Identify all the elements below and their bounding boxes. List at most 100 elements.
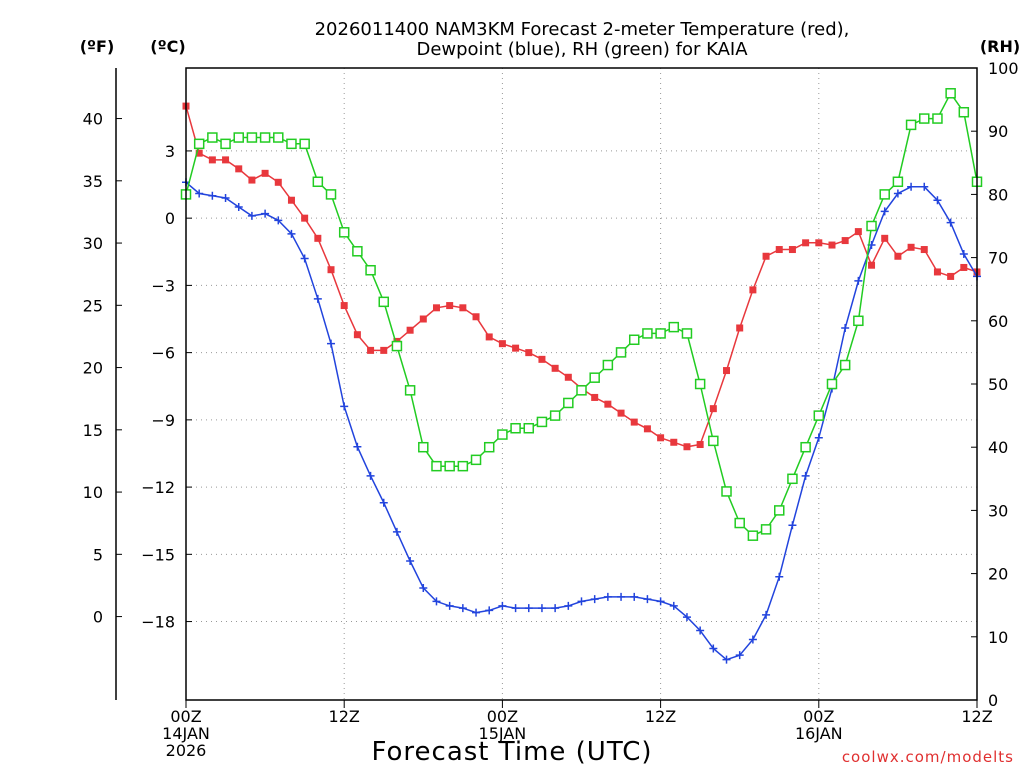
data-point bbox=[418, 441, 429, 453]
data-point bbox=[723, 367, 731, 375]
rh-tick-label: 20 bbox=[988, 565, 1008, 584]
data-point bbox=[525, 349, 533, 357]
data-point bbox=[419, 315, 427, 323]
data-point bbox=[380, 346, 388, 354]
data-point bbox=[366, 471, 375, 480]
data-point bbox=[432, 304, 440, 312]
data-point bbox=[325, 189, 337, 200]
data-point bbox=[683, 443, 691, 451]
data-point bbox=[736, 324, 744, 332]
data-point bbox=[563, 397, 574, 409]
data-point bbox=[353, 442, 362, 451]
celsius-tick-label: −18 bbox=[141, 613, 175, 632]
data-point bbox=[498, 601, 507, 610]
data-point bbox=[630, 592, 639, 601]
data-point bbox=[630, 418, 638, 426]
data-point bbox=[274, 216, 283, 225]
data-point bbox=[760, 524, 772, 535]
rh-tick-label: 10 bbox=[988, 628, 1008, 647]
data-point bbox=[378, 296, 389, 308]
data-point bbox=[576, 385, 587, 396]
data-point bbox=[748, 635, 757, 644]
data-point bbox=[233, 132, 244, 143]
data-point bbox=[893, 189, 902, 198]
data-point bbox=[193, 138, 205, 150]
data-point bbox=[946, 218, 955, 227]
data-point bbox=[367, 346, 375, 354]
data-point bbox=[788, 246, 796, 254]
data-point bbox=[379, 498, 388, 507]
fahrenheit-tick-label: 0 bbox=[93, 608, 103, 627]
data-point bbox=[207, 132, 218, 143]
data-point bbox=[472, 313, 480, 321]
data-point bbox=[920, 182, 929, 191]
data-point bbox=[498, 340, 506, 348]
data-point bbox=[722, 655, 731, 664]
data-point bbox=[656, 597, 665, 606]
chart-title-line-1: 2026011400 NAM3KM Forecast 2-meter Tempe… bbox=[315, 19, 850, 40]
data-point bbox=[312, 176, 324, 188]
fahrenheit-tick-label: 5 bbox=[93, 545, 103, 564]
series-relative-humidity bbox=[180, 88, 983, 541]
time-tick-label: 15JAN bbox=[479, 724, 527, 743]
data-point bbox=[933, 268, 941, 276]
celsius-tick-label: 3 bbox=[165, 142, 175, 161]
data-point bbox=[828, 241, 836, 249]
data-point bbox=[485, 606, 494, 615]
data-point bbox=[657, 434, 665, 442]
data-point bbox=[881, 234, 889, 242]
data-point bbox=[709, 644, 718, 653]
data-point bbox=[512, 344, 520, 352]
time-tick-label: 12Z bbox=[645, 707, 676, 726]
data-point bbox=[762, 610, 771, 619]
data-point bbox=[617, 409, 625, 417]
data-point bbox=[406, 557, 415, 566]
data-point bbox=[801, 471, 810, 480]
data-point bbox=[959, 250, 968, 259]
data-point bbox=[222, 156, 230, 164]
data-point bbox=[788, 521, 797, 530]
rh-tick-label: 70 bbox=[988, 249, 1008, 268]
data-point bbox=[802, 239, 810, 247]
data-point bbox=[458, 604, 467, 613]
data-point bbox=[391, 340, 403, 352]
data-point bbox=[261, 169, 269, 177]
data-point bbox=[432, 597, 441, 606]
data-point bbox=[537, 604, 546, 613]
data-point bbox=[615, 347, 627, 358]
data-point bbox=[604, 400, 612, 408]
data-point bbox=[960, 263, 968, 271]
data-point bbox=[682, 613, 691, 622]
data-point bbox=[261, 209, 270, 218]
celsius-tick-label: −9 bbox=[151, 411, 175, 430]
data-point bbox=[735, 651, 744, 660]
data-point bbox=[365, 264, 376, 276]
data-point bbox=[749, 286, 757, 294]
data-point bbox=[314, 234, 322, 242]
data-point bbox=[419, 583, 428, 592]
data-point bbox=[603, 592, 612, 601]
rh-tick-label: 0 bbox=[988, 691, 998, 710]
series-line bbox=[185, 181, 978, 661]
data-point bbox=[208, 156, 216, 164]
data-point bbox=[747, 530, 759, 541]
data-point bbox=[577, 597, 586, 606]
series-2-meter-dewpoint bbox=[182, 178, 981, 664]
data-point bbox=[932, 113, 943, 124]
data-point bbox=[274, 178, 282, 186]
time-tick-label: 12Z bbox=[329, 707, 360, 726]
rh-tick-label: 80 bbox=[988, 185, 1008, 204]
data-point bbox=[220, 138, 231, 150]
data-point bbox=[643, 425, 651, 433]
data-point bbox=[446, 302, 454, 310]
data-point bbox=[775, 246, 783, 254]
data-point bbox=[643, 595, 652, 604]
rh-tick-label: 60 bbox=[988, 312, 1008, 331]
data-point bbox=[551, 364, 559, 372]
data-point bbox=[602, 359, 614, 371]
celsius-tick-label: −12 bbox=[141, 478, 175, 497]
data-point bbox=[221, 193, 230, 202]
data-point bbox=[459, 304, 467, 312]
data-point bbox=[510, 422, 521, 434]
